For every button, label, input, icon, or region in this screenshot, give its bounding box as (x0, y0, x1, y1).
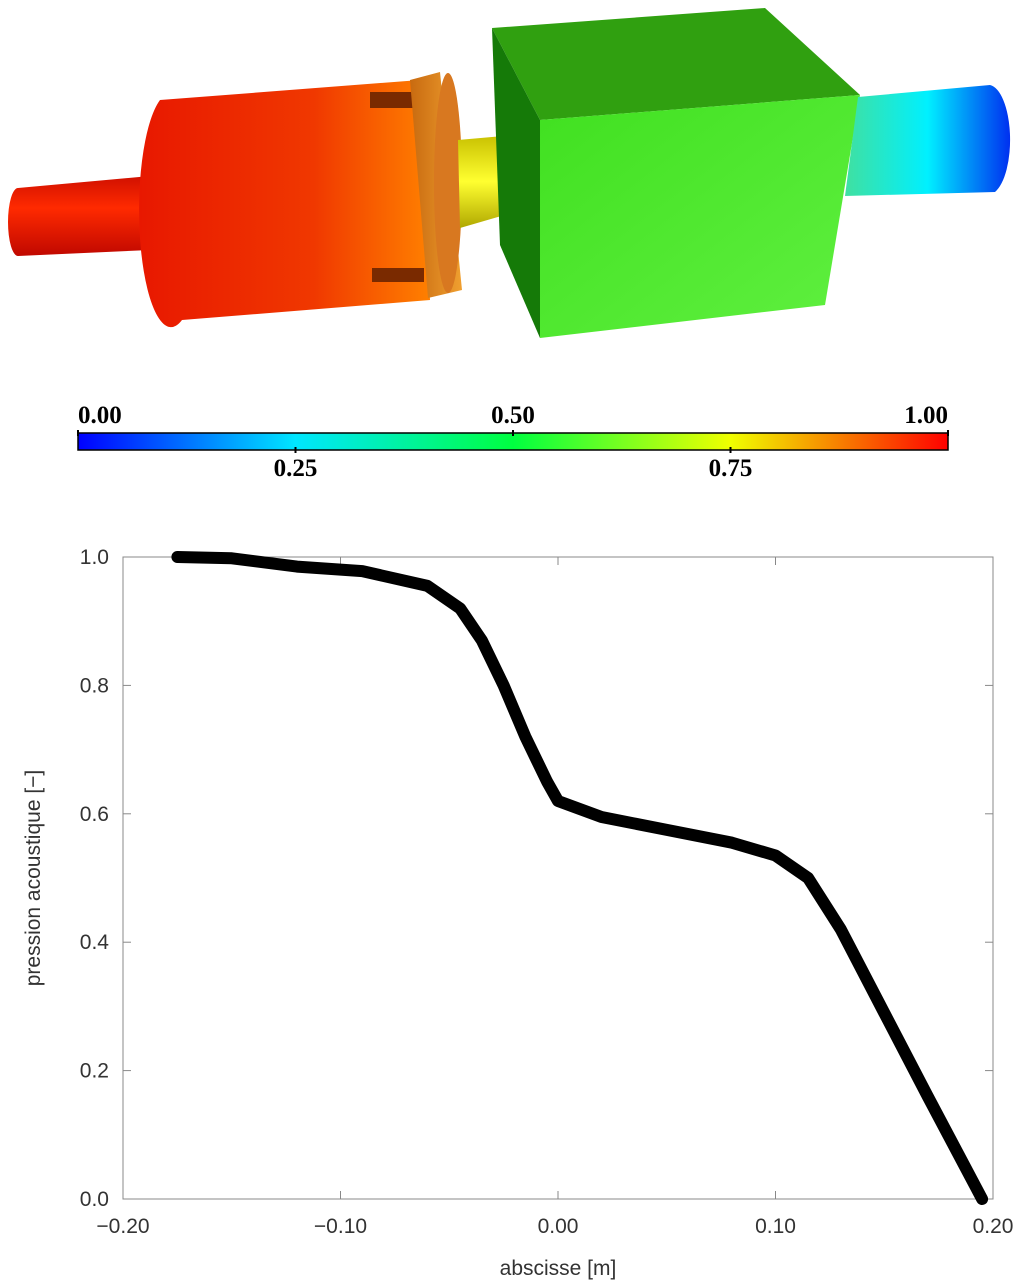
chamber (139, 80, 430, 328)
box-side (492, 28, 540, 338)
plot-frame (122, 556, 994, 1200)
x-tick-label: 0.00 (538, 1215, 579, 1238)
data-line (171, 551, 989, 1205)
box-front (540, 95, 860, 338)
model-render (8, 8, 1011, 338)
y-tick-label: 1.0 (80, 546, 109, 569)
flange-face (434, 73, 462, 293)
colorbar: 0.00 0.25 0.50 0.75 1.00 (77, 402, 949, 482)
box-top (492, 8, 860, 120)
x-tick-label: −0.20 (96, 1215, 149, 1238)
slot (370, 92, 418, 108)
y-axis-label: pression acoustique [−] (22, 770, 45, 987)
y-tick-label: 0.8 (80, 674, 109, 697)
y-tick-label: 0.2 (80, 1060, 109, 1083)
y-tick-label: 0.0 (80, 1188, 109, 1211)
y-tick-label: 0.6 (80, 803, 109, 826)
colorbar-tick-label: 0.25 (274, 455, 318, 482)
x-tick-label: −0.10 (314, 1215, 367, 1238)
x-tick-label: 0.10 (755, 1215, 796, 1238)
colorbar-tick-label: 0.50 (491, 402, 535, 429)
y-tick-label: 0.4 (80, 931, 110, 954)
x-tick-label: 0.20 (973, 1215, 1014, 1238)
colorbar-tick-label: 0.75 (709, 455, 753, 482)
x-axis-label: abscisse [m] (500, 1257, 617, 1280)
outlet-pipe (845, 85, 1011, 196)
colorbar-tick-label: 0.00 (78, 402, 122, 429)
line-chart: abscisse [m] pression acoustique [−] −0.… (22, 546, 1013, 1280)
inlet-pipe (8, 176, 150, 256)
colorbar-tick-label: 1.00 (904, 402, 948, 429)
slot (372, 268, 424, 282)
